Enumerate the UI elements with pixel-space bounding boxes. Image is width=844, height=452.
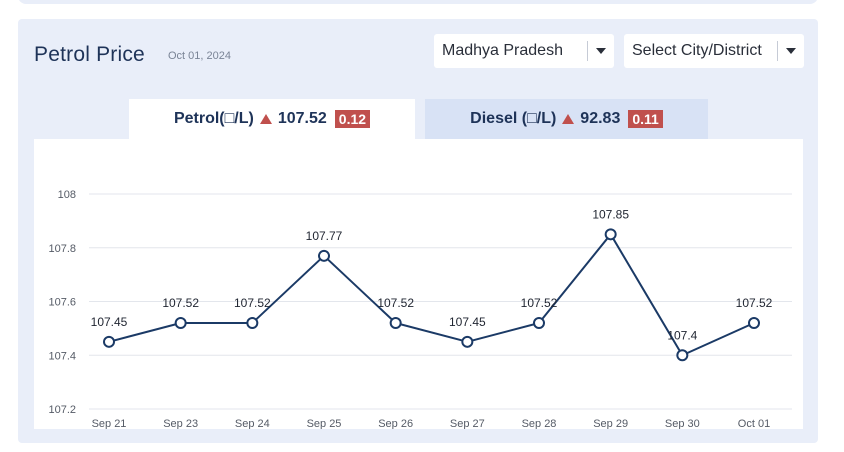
tab-diesel[interactable]: Diesel (□/L) 92.83 0.11 xyxy=(425,99,708,139)
chevron-down-icon[interactable] xyxy=(786,48,796,54)
chevron-down-icon[interactable] xyxy=(596,48,606,54)
data-point xyxy=(748,317,760,329)
price-chart-card: 107.2 107.4 107.6 107.8 108 Sep 21 Sep 23 Sep 2… xyxy=(34,139,803,430)
data-point xyxy=(533,317,545,329)
price-change-badge: 0.12 xyxy=(334,110,371,128)
price-up-icon xyxy=(562,114,575,124)
data-point xyxy=(389,317,402,329)
page-title: Petrol Price xyxy=(34,43,145,66)
state-select-value: Madhya Pradesh xyxy=(442,42,563,59)
previous-panel-edge xyxy=(18,0,818,4)
data-point xyxy=(318,249,330,262)
y-tick-label: 108 xyxy=(58,189,76,201)
y-tick-label: 107.6 xyxy=(48,297,76,309)
tab-petrol[interactable]: Petrol(□/L) 107.52 0.12 xyxy=(129,99,415,139)
y-tick-label: 107.4 xyxy=(48,350,76,362)
data-label: 107.45 xyxy=(449,315,486,329)
data-label: 107.45 xyxy=(91,315,128,329)
data-label: 107.52 xyxy=(234,296,271,310)
x-tick-label: Oct 01 xyxy=(738,418,770,429)
data-label: 107.77 xyxy=(306,229,343,243)
tab-diesel-price: 92.83 xyxy=(580,110,621,127)
data-label: 107.52 xyxy=(377,296,414,310)
data-point xyxy=(174,317,187,329)
select-divider xyxy=(587,41,588,61)
x-tick-label: Sep 21 xyxy=(92,418,127,429)
data-label: 107.52 xyxy=(736,296,773,310)
x-tick-label: Sep 24 xyxy=(235,418,270,429)
data-point xyxy=(246,317,259,329)
data-point xyxy=(461,335,474,348)
data-label: 107.4 xyxy=(667,328,697,342)
data-label: 107.52 xyxy=(521,296,558,310)
data-point xyxy=(103,335,115,348)
city-select[interactable]: Select City/District xyxy=(624,34,804,68)
x-tick-label: Sep 27 xyxy=(450,418,485,429)
y-tick-label: 107.8 xyxy=(48,243,76,255)
x-tick-label: Sep 26 xyxy=(378,418,413,429)
data-label: 107.85 xyxy=(592,207,629,221)
tab-petrol-label: Petrol(□/L) xyxy=(173,110,254,127)
state-select[interactable]: Madhya Pradesh xyxy=(434,34,614,68)
x-tick-label: Sep 23 xyxy=(163,418,198,429)
price-up-icon xyxy=(259,114,272,124)
x-tick-label: Sep 29 xyxy=(593,418,628,429)
series-line xyxy=(108,233,755,357)
select-divider xyxy=(777,41,778,61)
x-tick-label: Sep 25 xyxy=(307,418,342,429)
price-date: Oct 01, 2024 xyxy=(168,50,231,62)
petrol-price-panel: Petrol Price Oct 01, 2024 Madhya Pradesh… xyxy=(18,19,818,443)
price-line-chart: 107.2 107.4 107.6 107.8 108 Sep 21 Sep 23 Sep 2… xyxy=(48,189,792,430)
x-tick-label: Sep 28 xyxy=(522,418,557,429)
data-point xyxy=(604,228,617,241)
y-tick-label: 107.2 xyxy=(48,404,76,416)
price-change-badge: 0.11 xyxy=(628,110,663,128)
data-point xyxy=(676,349,689,362)
data-label: 107.52 xyxy=(162,296,199,310)
x-tick-label: Sep 30 xyxy=(665,418,700,429)
city-select-value: Select City/District xyxy=(632,42,762,59)
tab-petrol-price: 107.52 xyxy=(277,110,327,127)
tab-diesel-label: Diesel (□/L) xyxy=(470,110,557,127)
